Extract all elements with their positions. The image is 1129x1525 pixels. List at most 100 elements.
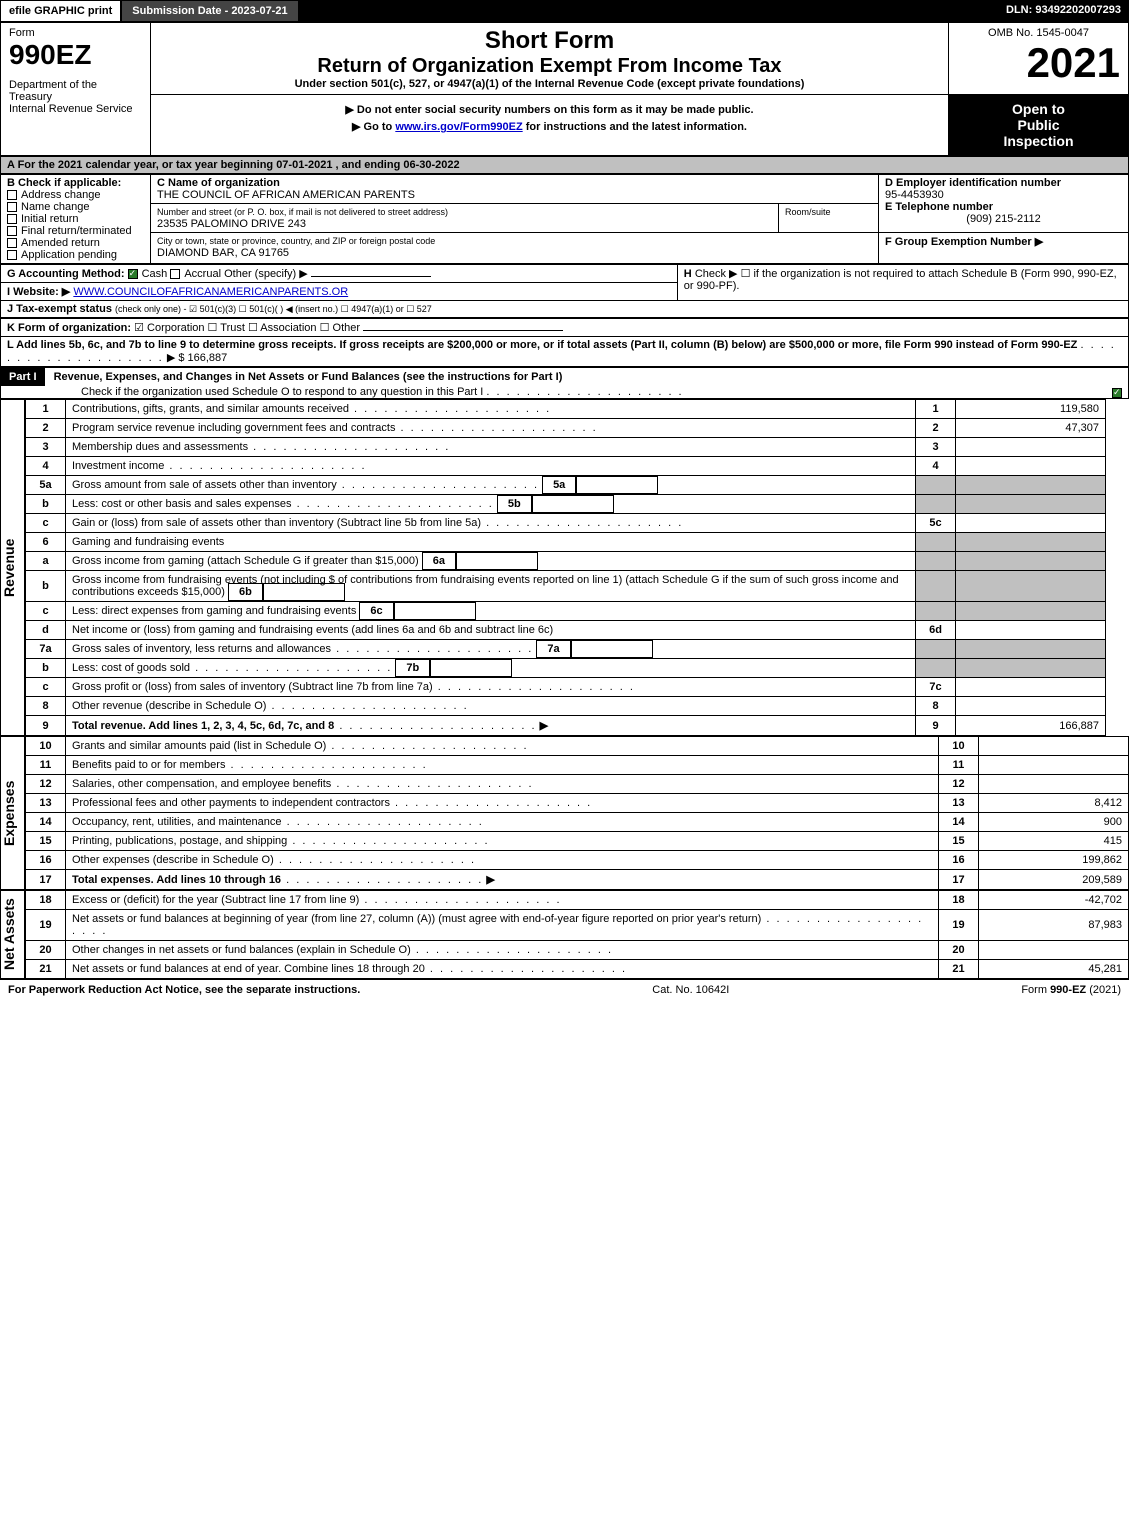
l20-desc: Other changes in net assets or fund bala… (72, 944, 411, 956)
l12-rn: 12 (939, 775, 979, 794)
instruction-link: ▶ Go to www.irs.gov/Form990EZ for instru… (159, 120, 940, 133)
l5b-desc: Less: cost or other basis and sales expe… (72, 498, 292, 510)
revenue-sidebar: Revenue (0, 399, 25, 736)
l6c-mn: 6c (359, 602, 393, 620)
netassets-section: Net Assets 18Excess or (deficit) for the… (0, 890, 1129, 979)
check-name[interactable]: Name change (7, 201, 144, 213)
line-12: 12Salaries, other compensation, and empl… (26, 775, 1129, 794)
l7a-box[interactable] (571, 640, 653, 658)
dept-label: Department of the Treasury Internal Reve… (9, 79, 142, 115)
l1-rn: 1 (916, 400, 956, 419)
l17-rn: 17 (939, 870, 979, 890)
check-address-label: Address change (21, 189, 101, 201)
l17-amt: 209,589 (979, 870, 1129, 890)
l7a-mn: 7a (536, 640, 570, 658)
line-6c: cLess: direct expenses from gaming and f… (26, 602, 1106, 621)
l19-desc: Net assets or fund balances at beginning… (72, 913, 761, 925)
check-final[interactable]: Final return/terminated (7, 225, 144, 237)
tax-year: 2021 (957, 39, 1120, 87)
part1-check: Check if the organization used Schedule … (1, 386, 483, 398)
l7b-desc: Less: cost of goods sold (72, 662, 190, 674)
revenue-section: Revenue 1Contributions, gifts, grants, a… (0, 399, 1106, 736)
line-5a: 5aGross amount from sale of assets other… (26, 476, 1106, 495)
l20-rn: 20 (939, 941, 979, 960)
l18-amt: -42,702 (979, 891, 1129, 910)
part1-dots (486, 386, 683, 398)
l5a-box[interactable] (576, 476, 658, 494)
expenses-section: Expenses 10Grants and similar amounts pa… (0, 736, 1129, 890)
l16-rn: 16 (939, 851, 979, 870)
l11-amt (979, 756, 1129, 775)
check-amended[interactable]: Amended return (7, 237, 144, 249)
l3-amt (956, 438, 1106, 457)
l7a-desc: Gross sales of inventory, less returns a… (72, 643, 331, 655)
footer-right-post: (2021) (1086, 984, 1121, 996)
l7b-box[interactable] (430, 659, 512, 677)
l21-desc: Net assets or fund balances at end of ye… (72, 963, 425, 975)
l3-rn: 3 (916, 438, 956, 457)
l14-rn: 14 (939, 813, 979, 832)
line-14: 14Occupancy, rent, utilities, and mainte… (26, 813, 1129, 832)
line-13: 13Professional fees and other payments t… (26, 794, 1129, 813)
l6d-num: d (26, 621, 66, 640)
check-cash[interactable] (128, 269, 138, 279)
l9-arrow: ▶ (540, 720, 548, 732)
check-name-label: Name change (21, 201, 90, 213)
irs-link[interactable]: www.irs.gov/Form990EZ (395, 121, 522, 133)
netassets-table: 18Excess or (deficit) for the year (Subt… (25, 890, 1129, 979)
line-h-text: Check ▶ ☐ if the organization is not req… (684, 268, 1117, 292)
l18-rn: 18 (939, 891, 979, 910)
box-f-label: F Group Exemption Number (885, 236, 1032, 248)
line-k-label: K Form of organization: (7, 322, 131, 334)
l6c-amt (956, 602, 1106, 621)
l7a-amt (956, 640, 1106, 659)
l7b-mn: 7b (395, 659, 430, 677)
line-l-text: L Add lines 5b, 6c, and 7b to line 9 to … (7, 339, 1077, 351)
line-j-label: J Tax-exempt status (7, 303, 112, 315)
l7c-desc: Gross profit or (loss) from sales of inv… (72, 681, 433, 693)
line-4: 4Investment income4 (26, 457, 1106, 476)
l6d-rn: 6d (916, 621, 956, 640)
l21-amt: 45,281 (979, 960, 1129, 979)
l6d-amt (956, 621, 1106, 640)
box-b-title: B Check if applicable: (7, 177, 144, 189)
other-input[interactable] (311, 276, 431, 277)
check-address[interactable]: Address change (7, 189, 144, 201)
l6a-mn: 6a (422, 552, 456, 570)
l6-desc: Gaming and fundraising events (66, 533, 916, 552)
footer-right: Form 990-EZ (2021) (1021, 984, 1121, 996)
l6b-box[interactable] (263, 583, 345, 601)
footer-right-bold: 990-EZ (1050, 984, 1086, 996)
l6a-box[interactable] (456, 552, 538, 570)
l5b-box[interactable] (532, 495, 614, 513)
line-6d: dNet income or (loss) from gaming and fu… (26, 621, 1106, 640)
l6c-box[interactable] (394, 602, 476, 620)
l6a-num: a (26, 552, 66, 571)
line-15: 15Printing, publications, postage, and s… (26, 832, 1129, 851)
l21-rn: 21 (939, 960, 979, 979)
street-address: 23535 PALOMINO DRIVE 243 (157, 218, 306, 230)
check-accrual[interactable] (170, 269, 180, 279)
check-initial-label: Initial return (21, 213, 78, 225)
l4-num: 4 (26, 457, 66, 476)
k-other-input[interactable] (363, 330, 563, 331)
line-j-text: (check only one) - ☑ 501(c)(3) ☐ 501(c)(… (115, 304, 432, 314)
line-3: 3Membership dues and assessments3 (26, 438, 1106, 457)
l12-amt (979, 775, 1129, 794)
check-initial[interactable]: Initial return (7, 213, 144, 225)
efile-label[interactable]: efile GRAPHIC print (0, 0, 121, 22)
l5b-mn: 5b (497, 495, 532, 513)
l15-rn: 15 (939, 832, 979, 851)
l10-num: 10 (26, 737, 66, 756)
check-pending[interactable]: Application pending (7, 249, 144, 261)
form-header: Form 990EZ Department of the Treasury In… (0, 22, 1129, 156)
website-link[interactable]: WWW.COUNCILOFAFRICANAMERICANPARENTS.OR (73, 286, 348, 298)
line-g-label: G Accounting Method: (7, 268, 125, 280)
revenue-table: 1Contributions, gifts, grants, and simil… (25, 399, 1106, 736)
l6b-mn: 6b (228, 583, 263, 601)
l6b-desc: Gross income from fundraising events (no… (72, 574, 899, 598)
part1-checkbox[interactable] (1112, 388, 1122, 398)
k-table: K Form of organization: ☑ Corporation ☐ … (0, 318, 1129, 367)
l7b-rn (916, 659, 956, 678)
box-c-label: C Name of organization (157, 177, 280, 189)
